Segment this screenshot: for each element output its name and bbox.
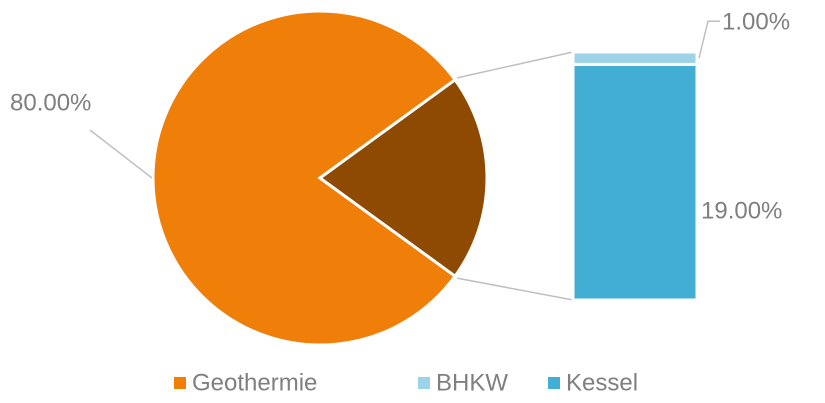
- legend-label: Kessel: [566, 369, 638, 396]
- legend-swatch: [174, 377, 186, 389]
- data-label: 19.00%: [701, 198, 782, 225]
- legend-label: Geothermie: [192, 369, 317, 396]
- data-label: 80.00%: [10, 89, 91, 116]
- bar-segment: [571, 50, 699, 66]
- pie-slice-other: [317, 77, 489, 279]
- bar-segment: [571, 62, 699, 302]
- pie-slice: [151, 9, 458, 347]
- data-label: 1.00%: [722, 9, 790, 36]
- legend-swatch: [418, 377, 430, 389]
- leader-line: [89, 129, 153, 179]
- connector: [456, 51, 574, 79]
- legend-swatch: [548, 377, 560, 389]
- connector: [456, 277, 574, 301]
- legend-label: BHKW: [436, 369, 508, 396]
- leader-line: [698, 20, 720, 59]
